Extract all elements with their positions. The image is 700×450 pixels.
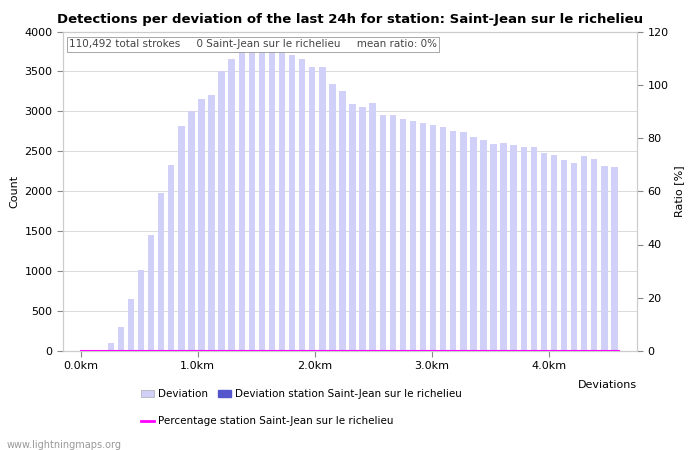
Bar: [148, 235, 154, 351]
Bar: [521, 147, 527, 351]
Bar: [510, 145, 517, 351]
Bar: [118, 327, 124, 351]
Bar: [370, 104, 376, 351]
Bar: [450, 130, 456, 351]
Bar: [460, 132, 466, 351]
Bar: [551, 155, 557, 351]
Bar: [430, 125, 436, 351]
Bar: [561, 160, 567, 351]
Bar: [611, 167, 617, 351]
Bar: [127, 299, 134, 351]
Bar: [340, 90, 346, 351]
Y-axis label: Ratio [%]: Ratio [%]: [674, 166, 684, 217]
Bar: [289, 55, 295, 351]
Text: 110,492 total strokes     0 Saint-Jean sur le richelieu     mean ratio: 0%: 110,492 total strokes 0 Saint-Jean sur l…: [69, 40, 437, 50]
Bar: [168, 165, 174, 351]
Bar: [329, 84, 335, 351]
Bar: [480, 140, 486, 351]
Bar: [581, 156, 587, 351]
Bar: [390, 115, 396, 351]
Bar: [420, 123, 426, 351]
Bar: [209, 95, 215, 351]
Bar: [410, 121, 416, 351]
Bar: [178, 126, 185, 351]
Y-axis label: Count: Count: [9, 175, 19, 208]
Bar: [299, 58, 305, 351]
Bar: [239, 49, 245, 351]
Bar: [359, 107, 366, 351]
Bar: [258, 47, 265, 351]
Bar: [269, 49, 275, 351]
Bar: [108, 343, 114, 351]
Bar: [601, 166, 608, 351]
Bar: [571, 163, 577, 351]
Bar: [228, 59, 235, 351]
Bar: [218, 72, 225, 351]
Bar: [500, 143, 507, 351]
Text: www.lightningmaps.org: www.lightningmaps.org: [7, 440, 122, 450]
Bar: [158, 193, 164, 351]
Bar: [309, 67, 316, 351]
Bar: [470, 137, 477, 351]
Bar: [540, 153, 547, 351]
Legend: Percentage station Saint-Jean sur le richelieu: Percentage station Saint-Jean sur le ric…: [137, 412, 398, 431]
Bar: [138, 270, 144, 351]
Bar: [198, 99, 204, 351]
Text: Deviations: Deviations: [578, 380, 637, 390]
Bar: [349, 104, 356, 351]
Title: Detections per deviation of the last 24h for station: Saint-Jean sur le richelie: Detections per deviation of the last 24h…: [57, 13, 643, 26]
Bar: [279, 51, 285, 351]
Bar: [188, 112, 195, 351]
Bar: [379, 115, 386, 351]
Bar: [531, 147, 537, 351]
Bar: [400, 119, 406, 351]
Bar: [440, 127, 447, 351]
Bar: [591, 159, 598, 351]
Bar: [490, 144, 497, 351]
Bar: [248, 47, 255, 351]
Bar: [319, 67, 326, 351]
